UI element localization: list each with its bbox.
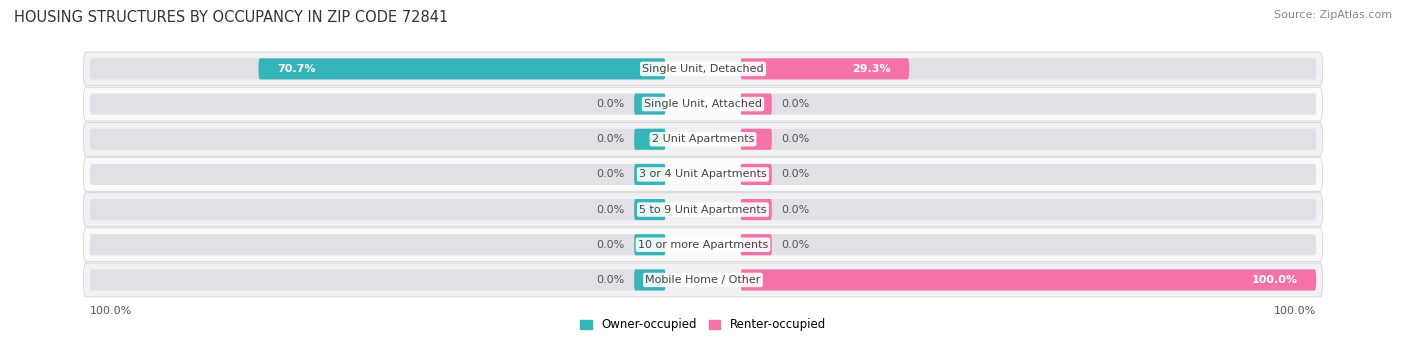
Text: 10 or more Apartments: 10 or more Apartments bbox=[638, 240, 768, 250]
FancyBboxPatch shape bbox=[90, 93, 665, 115]
Text: 100.0%: 100.0% bbox=[1251, 275, 1298, 285]
FancyBboxPatch shape bbox=[90, 164, 665, 185]
FancyBboxPatch shape bbox=[741, 164, 772, 185]
Text: 0.0%: 0.0% bbox=[782, 240, 810, 250]
Text: 0.0%: 0.0% bbox=[782, 205, 810, 214]
Text: Single Unit, Attached: Single Unit, Attached bbox=[644, 99, 762, 109]
FancyBboxPatch shape bbox=[634, 129, 665, 150]
Text: 0.0%: 0.0% bbox=[596, 275, 624, 285]
FancyBboxPatch shape bbox=[741, 234, 1316, 255]
FancyBboxPatch shape bbox=[259, 58, 665, 79]
FancyBboxPatch shape bbox=[90, 129, 665, 150]
FancyBboxPatch shape bbox=[741, 93, 1316, 115]
Legend: Owner-occupied, Renter-occupied: Owner-occupied, Renter-occupied bbox=[575, 314, 831, 336]
Text: 70.7%: 70.7% bbox=[277, 64, 316, 74]
Text: 0.0%: 0.0% bbox=[596, 99, 624, 109]
FancyBboxPatch shape bbox=[741, 58, 1316, 79]
FancyBboxPatch shape bbox=[83, 52, 1323, 86]
Text: 100.0%: 100.0% bbox=[1274, 306, 1316, 316]
FancyBboxPatch shape bbox=[83, 158, 1323, 191]
Text: 0.0%: 0.0% bbox=[596, 240, 624, 250]
Text: Single Unit, Detached: Single Unit, Detached bbox=[643, 64, 763, 74]
FancyBboxPatch shape bbox=[90, 199, 665, 220]
FancyBboxPatch shape bbox=[741, 269, 1316, 290]
FancyBboxPatch shape bbox=[634, 234, 665, 255]
Text: 0.0%: 0.0% bbox=[596, 205, 624, 214]
FancyBboxPatch shape bbox=[634, 269, 665, 290]
Text: 0.0%: 0.0% bbox=[782, 99, 810, 109]
Text: 5 to 9 Unit Apartments: 5 to 9 Unit Apartments bbox=[640, 205, 766, 214]
Text: 0.0%: 0.0% bbox=[596, 134, 624, 144]
FancyBboxPatch shape bbox=[90, 269, 665, 290]
FancyBboxPatch shape bbox=[83, 263, 1323, 297]
Text: 2 Unit Apartments: 2 Unit Apartments bbox=[652, 134, 754, 144]
FancyBboxPatch shape bbox=[741, 58, 910, 79]
FancyBboxPatch shape bbox=[83, 87, 1323, 121]
Text: 0.0%: 0.0% bbox=[782, 134, 810, 144]
FancyBboxPatch shape bbox=[741, 129, 772, 150]
FancyBboxPatch shape bbox=[83, 193, 1323, 226]
FancyBboxPatch shape bbox=[83, 122, 1323, 156]
Text: 3 or 4 Unit Apartments: 3 or 4 Unit Apartments bbox=[640, 169, 766, 180]
FancyBboxPatch shape bbox=[741, 129, 1316, 150]
FancyBboxPatch shape bbox=[741, 234, 772, 255]
Text: 0.0%: 0.0% bbox=[782, 169, 810, 180]
FancyBboxPatch shape bbox=[741, 93, 772, 115]
FancyBboxPatch shape bbox=[83, 228, 1323, 262]
FancyBboxPatch shape bbox=[741, 199, 1316, 220]
FancyBboxPatch shape bbox=[741, 164, 1316, 185]
FancyBboxPatch shape bbox=[741, 199, 772, 220]
FancyBboxPatch shape bbox=[634, 93, 665, 115]
FancyBboxPatch shape bbox=[634, 199, 665, 220]
FancyBboxPatch shape bbox=[741, 269, 1316, 290]
Text: HOUSING STRUCTURES BY OCCUPANCY IN ZIP CODE 72841: HOUSING STRUCTURES BY OCCUPANCY IN ZIP C… bbox=[14, 10, 449, 25]
Text: 0.0%: 0.0% bbox=[596, 169, 624, 180]
Text: 29.3%: 29.3% bbox=[852, 64, 890, 74]
Text: Mobile Home / Other: Mobile Home / Other bbox=[645, 275, 761, 285]
Text: 100.0%: 100.0% bbox=[90, 306, 132, 316]
FancyBboxPatch shape bbox=[90, 58, 665, 79]
FancyBboxPatch shape bbox=[90, 234, 665, 255]
Text: Source: ZipAtlas.com: Source: ZipAtlas.com bbox=[1274, 10, 1392, 20]
FancyBboxPatch shape bbox=[634, 164, 665, 185]
